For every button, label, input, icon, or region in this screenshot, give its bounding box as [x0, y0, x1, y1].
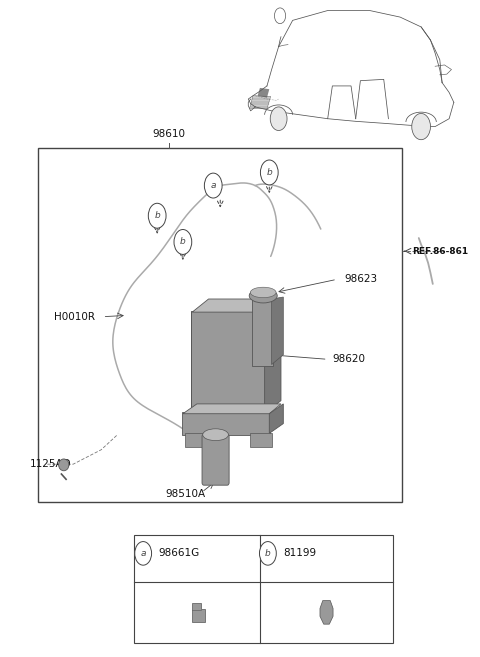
Text: 1125AD: 1125AD: [30, 459, 72, 469]
Text: b: b: [266, 168, 272, 177]
Text: 98661G: 98661G: [158, 549, 200, 558]
Circle shape: [412, 114, 431, 140]
Ellipse shape: [59, 459, 69, 471]
Ellipse shape: [249, 288, 277, 303]
Circle shape: [204, 173, 222, 198]
Circle shape: [275, 8, 286, 24]
Circle shape: [174, 229, 192, 254]
Text: b: b: [265, 549, 271, 558]
FancyBboxPatch shape: [134, 535, 393, 643]
Polygon shape: [192, 299, 281, 312]
FancyBboxPatch shape: [202, 434, 229, 485]
FancyBboxPatch shape: [192, 311, 265, 415]
FancyBboxPatch shape: [185, 433, 207, 447]
Text: H0010R: H0010R: [54, 311, 96, 322]
Polygon shape: [183, 404, 281, 414]
Polygon shape: [264, 299, 281, 414]
Polygon shape: [269, 404, 283, 434]
Circle shape: [270, 107, 287, 131]
Text: a: a: [141, 549, 146, 558]
Text: 81199: 81199: [283, 549, 316, 558]
Ellipse shape: [251, 287, 276, 298]
FancyBboxPatch shape: [38, 148, 402, 502]
Ellipse shape: [203, 429, 228, 441]
Text: 98510A: 98510A: [165, 489, 205, 499]
Text: 98620: 98620: [332, 354, 365, 365]
Circle shape: [261, 160, 278, 185]
Text: a: a: [211, 181, 216, 190]
Polygon shape: [320, 600, 333, 624]
FancyBboxPatch shape: [182, 413, 270, 435]
Polygon shape: [258, 88, 269, 98]
Polygon shape: [250, 96, 271, 109]
Polygon shape: [192, 602, 205, 622]
Text: REF.86-861: REF.86-861: [412, 246, 468, 256]
Text: 98610: 98610: [152, 129, 185, 139]
Circle shape: [135, 541, 152, 565]
Text: b: b: [180, 237, 186, 246]
Text: b: b: [154, 212, 160, 220]
Text: 98623: 98623: [344, 275, 377, 284]
Circle shape: [148, 203, 166, 228]
Text: a: a: [278, 11, 282, 20]
FancyBboxPatch shape: [250, 433, 272, 447]
Polygon shape: [272, 297, 283, 365]
Circle shape: [260, 541, 276, 565]
FancyBboxPatch shape: [252, 298, 273, 366]
